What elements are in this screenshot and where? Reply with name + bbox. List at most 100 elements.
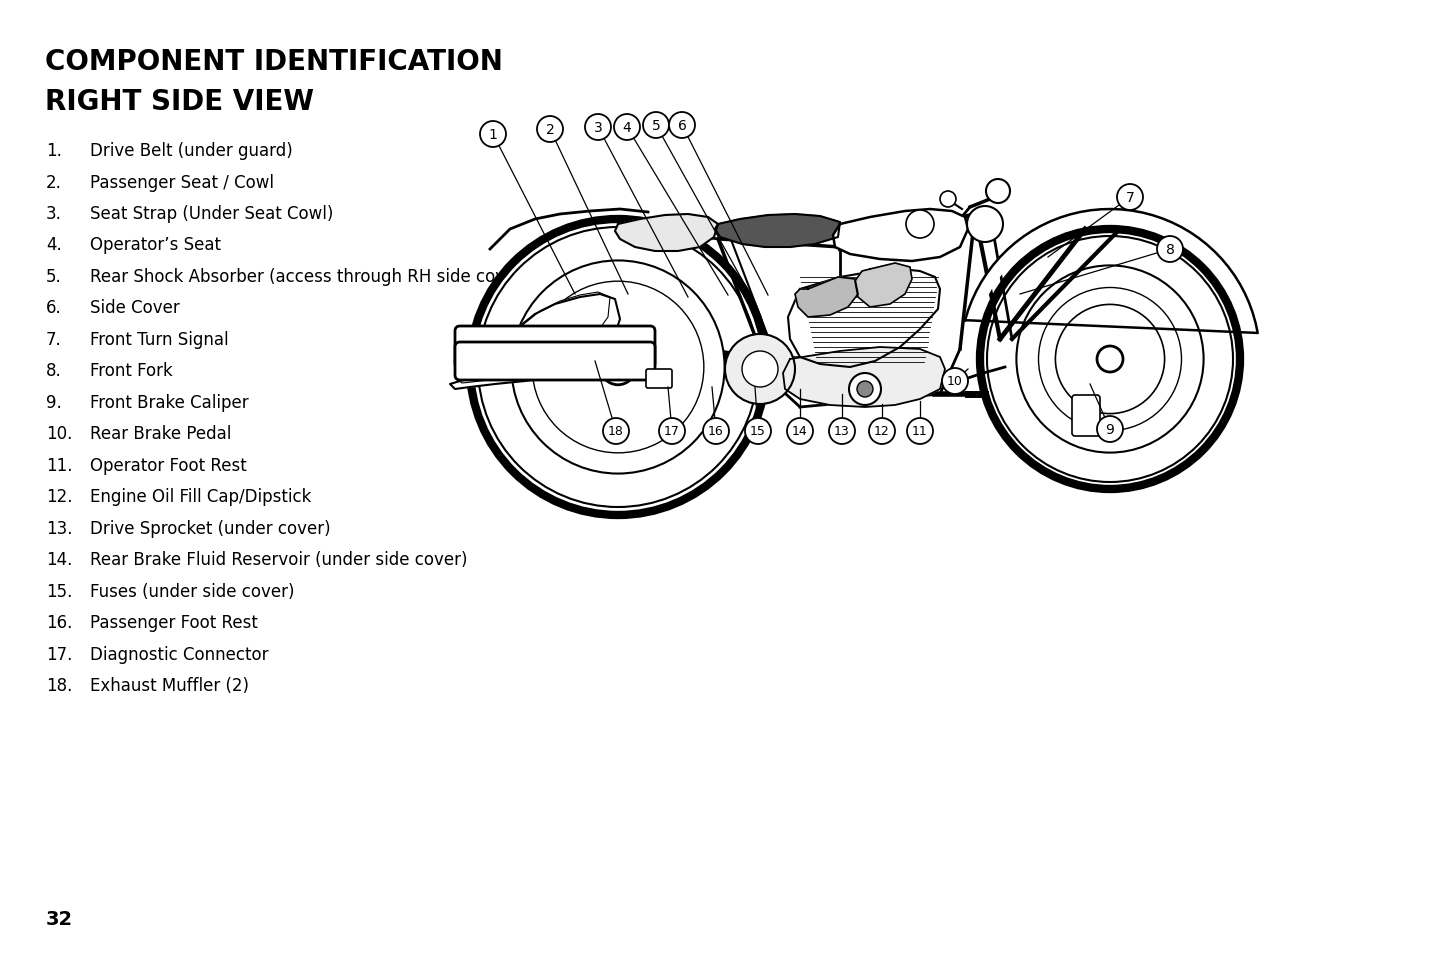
Text: 16: 16 xyxy=(708,425,724,438)
Polygon shape xyxy=(715,214,840,248)
Text: Operator Foot Rest: Operator Foot Rest xyxy=(90,456,247,475)
Circle shape xyxy=(702,418,728,444)
Text: 3.: 3. xyxy=(47,205,63,223)
Text: Rear Brake Fluid Reservoir (under side cover): Rear Brake Fluid Reservoir (under side c… xyxy=(90,551,468,569)
Polygon shape xyxy=(784,348,945,408)
Circle shape xyxy=(829,418,855,444)
Text: Seat Strap (Under Seat Cowl): Seat Strap (Under Seat Cowl) xyxy=(90,205,333,223)
Text: 13: 13 xyxy=(835,425,851,438)
Circle shape xyxy=(726,335,795,405)
Text: 10.: 10. xyxy=(47,425,73,443)
Circle shape xyxy=(906,211,933,239)
Text: 3: 3 xyxy=(593,121,602,135)
Text: Rear Brake Pedal: Rear Brake Pedal xyxy=(90,425,231,443)
Text: 12.: 12. xyxy=(47,488,73,506)
Text: 12: 12 xyxy=(874,425,890,438)
Circle shape xyxy=(980,230,1240,490)
Text: 5.: 5. xyxy=(47,268,61,286)
Text: 18: 18 xyxy=(608,425,624,438)
Text: Passenger Foot Rest: Passenger Foot Rest xyxy=(90,614,257,632)
Circle shape xyxy=(742,352,778,388)
Text: 9.: 9. xyxy=(47,394,61,412)
Text: 15: 15 xyxy=(750,425,766,438)
Text: Front Brake Caliper: Front Brake Caliper xyxy=(90,394,249,412)
Text: 2: 2 xyxy=(545,123,554,137)
Text: 4: 4 xyxy=(622,121,631,135)
Text: Rear Shock Absorber (access through RH side cover): Rear Shock Absorber (access through RH s… xyxy=(90,268,529,286)
Circle shape xyxy=(967,207,1003,243)
Text: 17: 17 xyxy=(664,425,680,438)
Text: 17.: 17. xyxy=(47,645,73,663)
Text: 1: 1 xyxy=(489,128,497,142)
Text: Front Fork: Front Fork xyxy=(90,362,173,380)
Text: Diagnostic Connector: Diagnostic Connector xyxy=(90,645,269,663)
Polygon shape xyxy=(788,270,939,368)
Circle shape xyxy=(869,418,896,444)
Circle shape xyxy=(1016,266,1204,453)
Circle shape xyxy=(849,374,881,406)
Text: 10: 10 xyxy=(947,375,963,388)
Text: 7: 7 xyxy=(1125,191,1134,205)
Polygon shape xyxy=(449,294,619,390)
Text: 32: 32 xyxy=(47,909,73,928)
Circle shape xyxy=(856,381,872,397)
Text: Exhaust Muffler (2): Exhaust Muffler (2) xyxy=(90,677,249,695)
Text: Drive Belt (under guard): Drive Belt (under guard) xyxy=(90,142,292,160)
Text: 6.: 6. xyxy=(47,299,61,317)
Text: 1.: 1. xyxy=(47,142,63,160)
Text: Front Turn Signal: Front Turn Signal xyxy=(90,331,228,349)
Circle shape xyxy=(537,117,563,143)
Circle shape xyxy=(603,418,630,444)
Text: 9: 9 xyxy=(1105,422,1114,436)
Circle shape xyxy=(669,112,695,139)
FancyBboxPatch shape xyxy=(646,370,672,389)
Text: 5: 5 xyxy=(651,119,660,132)
Polygon shape xyxy=(855,264,912,308)
Text: 7.: 7. xyxy=(47,331,61,349)
Circle shape xyxy=(1096,416,1122,442)
Circle shape xyxy=(907,418,933,444)
Polygon shape xyxy=(795,277,858,317)
FancyBboxPatch shape xyxy=(455,327,654,369)
Circle shape xyxy=(643,112,669,139)
Text: 2.: 2. xyxy=(47,173,63,192)
Polygon shape xyxy=(833,210,968,262)
Polygon shape xyxy=(615,214,718,252)
Text: 8.: 8. xyxy=(47,362,61,380)
Circle shape xyxy=(939,192,955,208)
Text: 11: 11 xyxy=(912,425,928,438)
Text: 15.: 15. xyxy=(47,582,73,600)
Circle shape xyxy=(744,418,771,444)
Circle shape xyxy=(659,418,685,444)
Circle shape xyxy=(601,350,635,385)
Text: Operator’s Seat: Operator’s Seat xyxy=(90,236,221,254)
Text: Engine Oil Fill Cap/Dipstick: Engine Oil Fill Cap/Dipstick xyxy=(90,488,311,506)
FancyBboxPatch shape xyxy=(1072,395,1101,436)
Circle shape xyxy=(1096,347,1122,373)
Circle shape xyxy=(480,122,506,148)
Text: Drive Sprocket (under cover): Drive Sprocket (under cover) xyxy=(90,519,330,537)
Text: Passenger Seat / Cowl: Passenger Seat / Cowl xyxy=(90,173,273,192)
Circle shape xyxy=(585,115,611,141)
Text: 14.: 14. xyxy=(47,551,73,569)
Text: RIGHT SIDE VIEW: RIGHT SIDE VIEW xyxy=(45,88,314,116)
Text: 18.: 18. xyxy=(47,677,73,695)
Circle shape xyxy=(1117,185,1143,211)
Circle shape xyxy=(986,180,1011,204)
Text: 16.: 16. xyxy=(47,614,73,632)
Circle shape xyxy=(470,220,766,516)
Text: 11.: 11. xyxy=(47,456,73,475)
Text: 8: 8 xyxy=(1166,243,1175,256)
Text: Fuses (under side cover): Fuses (under side cover) xyxy=(90,582,295,600)
Text: 4.: 4. xyxy=(47,236,61,254)
Circle shape xyxy=(1157,236,1184,263)
Polygon shape xyxy=(965,210,1258,335)
Text: 13.: 13. xyxy=(47,519,73,537)
Circle shape xyxy=(787,418,813,444)
Text: COMPONENT IDENTIFICATION: COMPONENT IDENTIFICATION xyxy=(45,48,503,76)
Text: Side Cover: Side Cover xyxy=(90,299,180,317)
Circle shape xyxy=(614,115,640,141)
Circle shape xyxy=(512,261,724,474)
Circle shape xyxy=(942,369,968,395)
FancyBboxPatch shape xyxy=(455,343,654,380)
